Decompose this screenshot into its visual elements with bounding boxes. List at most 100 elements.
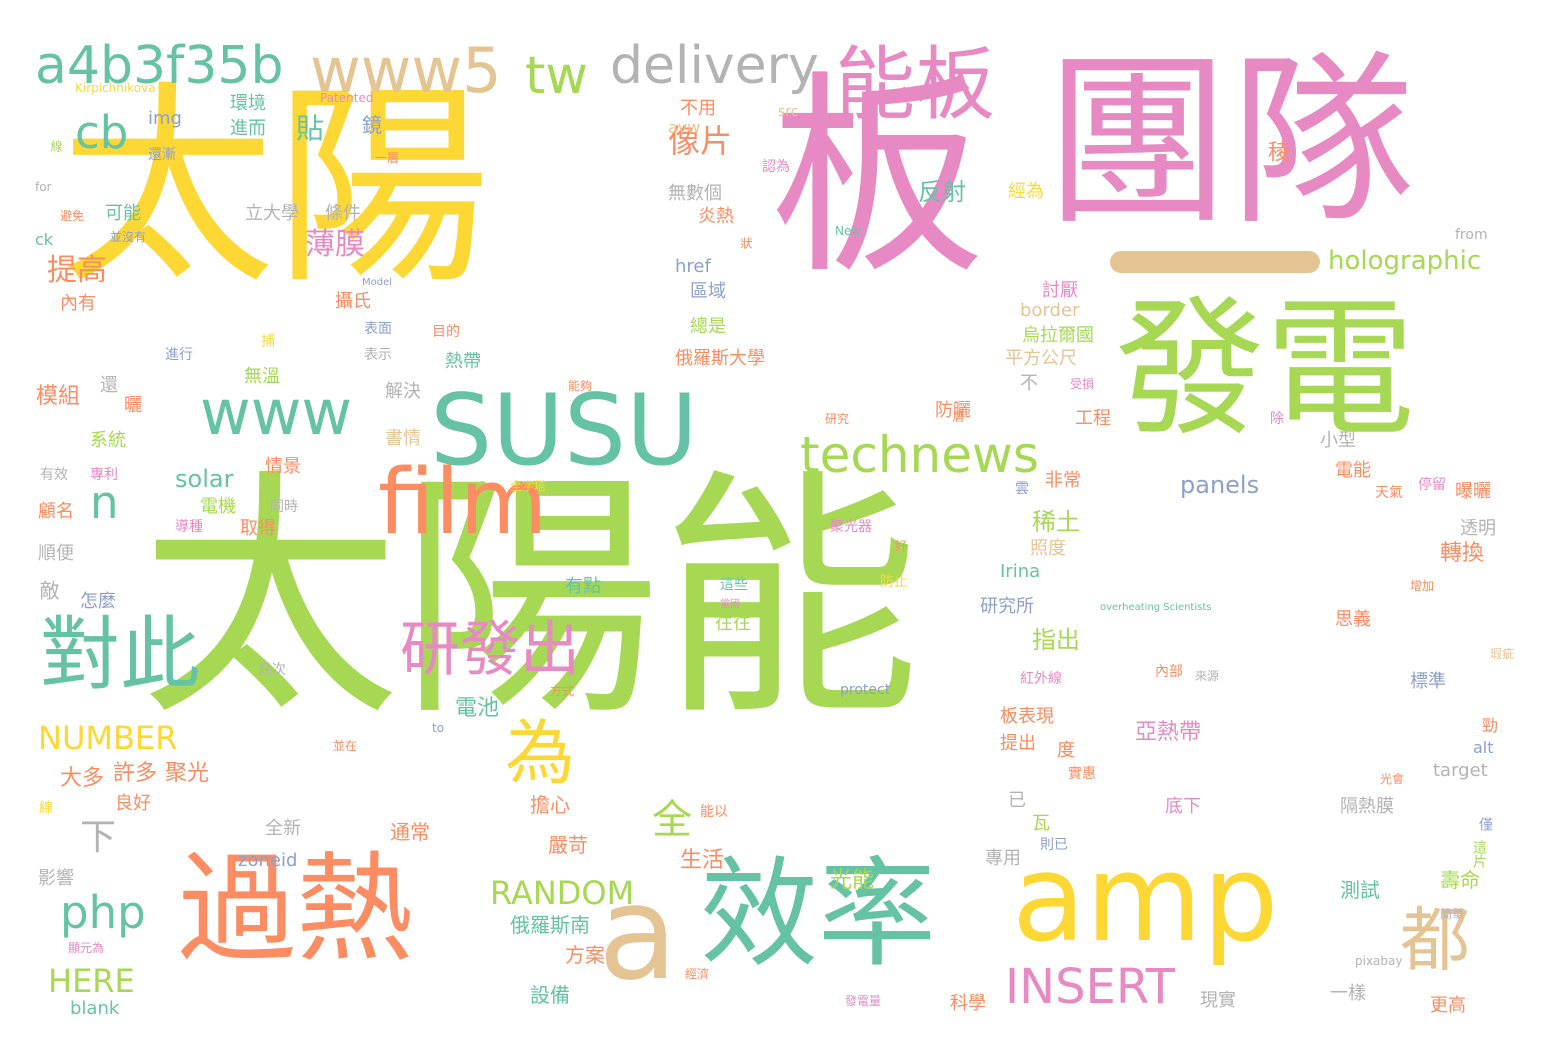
word-144: 不 — [1020, 373, 1038, 394]
word-33: holographic — [1328, 246, 1482, 276]
word-140: pixabay — [1355, 954, 1403, 968]
word-39: 稀土 — [1032, 508, 1080, 536]
word-137: protect — [840, 682, 891, 698]
word-172: 同時 — [270, 499, 298, 515]
word-105: 工程 — [1075, 408, 1111, 429]
word-160: 好 — [895, 539, 908, 553]
word-78: img — [148, 108, 182, 129]
word-179: 簡單 — [1440, 907, 1465, 921]
word-67: 情景 — [265, 456, 301, 477]
word-52: 俄羅斯南 — [510, 913, 590, 937]
word-29: 全 — [652, 797, 692, 843]
word-169: 幾次 — [258, 662, 286, 678]
word-51: 壽命 — [1440, 868, 1480, 892]
word-58: 全新 — [265, 818, 301, 839]
word-134: ck — [35, 230, 54, 249]
word-171: 顯元為 — [68, 941, 105, 955]
word-135: Model — [362, 277, 393, 288]
word-126: 停留 — [1418, 477, 1446, 493]
word-124: 電能 — [1335, 460, 1371, 481]
word-95: 總是 — [690, 316, 726, 337]
word-152: 來源 — [1195, 669, 1220, 683]
word-31: 薄膜 — [305, 227, 365, 262]
word-131: Kirpichnikova — [75, 81, 156, 95]
word-72: 解決 — [385, 381, 421, 402]
word-43: 轉換 — [1440, 541, 1485, 566]
word-163: 當國 — [720, 599, 740, 610]
word-36: 貼 — [296, 112, 325, 145]
word-176: 一層 — [375, 151, 400, 165]
word-70: 有點 — [565, 576, 601, 597]
word-25: HERE — [48, 962, 135, 1000]
word-91: 無數個 — [668, 183, 722, 204]
word-21: 都 — [1400, 899, 1470, 981]
word-22: INSERT — [1005, 959, 1176, 1015]
word-130: src — [778, 104, 799, 120]
word-136: New — [835, 224, 862, 238]
word-166: 經濟 — [685, 967, 710, 981]
word-173: 導種 — [175, 519, 203, 535]
word-114: 現實 — [1200, 990, 1236, 1011]
word-16: delivery — [610, 36, 819, 96]
word-115: 一樣 — [1330, 983, 1366, 1004]
word-128: target — [1433, 760, 1488, 781]
word-164: 聚光器 — [830, 519, 872, 535]
word-57: 通常 — [390, 820, 430, 844]
vertical-word-9: 這片 — [1471, 840, 1487, 868]
word-154: 瑕疵 — [1490, 647, 1515, 661]
word-69: 取得 — [240, 518, 276, 539]
word-151: 內部 — [1155, 664, 1183, 680]
word-5: 過熱 — [178, 840, 415, 978]
word-149: 則已 — [1040, 837, 1068, 853]
word-49: 光能 — [830, 868, 875, 893]
word-1: 太陽 — [60, 62, 490, 313]
vertical-word-6: 層 — [951, 410, 965, 422]
word-170: 並在 — [333, 739, 358, 753]
word-48: 生活 — [680, 848, 725, 873]
word-138: overheating Scientists — [1100, 602, 1212, 613]
word-99: 照度 — [1030, 538, 1066, 559]
word-107: 防曬 — [935, 400, 971, 421]
word-2: 板 — [770, 52, 985, 303]
word-177: 認為 — [762, 159, 790, 175]
word-118: 底下 — [1165, 796, 1201, 817]
word-96: 俄羅斯大學 — [675, 348, 765, 369]
word-92: 炎熱 — [698, 206, 734, 227]
word-110: 已 — [1008, 790, 1026, 811]
word-19: 研發出 — [400, 615, 580, 685]
word-174: 專利 — [90, 467, 118, 483]
word-165: 方式 — [550, 684, 575, 698]
vertical-word-0: 稜 — [1264, 140, 1289, 162]
word-76: 環境 — [230, 93, 266, 114]
word-98: Irina — [1000, 561, 1041, 582]
word-82: 鏡 — [362, 113, 382, 137]
word-87: 表示 — [364, 347, 392, 363]
word-27: cb — [75, 106, 129, 159]
vertical-word-7: 捕 — [259, 333, 275, 347]
word-141: 還漸 — [148, 147, 176, 163]
word-175: 有效 — [40, 467, 68, 483]
word-53: 方案 — [565, 943, 605, 967]
word-11: 對此 — [40, 608, 200, 701]
word-109: 提出 — [1000, 733, 1036, 754]
word-88: 進行 — [165, 347, 193, 363]
word-40: 模組 — [36, 384, 81, 409]
word-153: 增加 — [1410, 579, 1435, 593]
word-147: 度 — [1057, 740, 1075, 761]
word-37: 反射 — [918, 178, 966, 206]
word-161: 防止 — [880, 574, 908, 590]
vertical-word-8: 線 — [49, 140, 63, 152]
word-133: for — [35, 180, 52, 194]
word-111: 瓦 — [1032, 813, 1050, 834]
word-143: 避免 — [60, 209, 85, 223]
word-14: www5 — [310, 34, 502, 107]
word-101: 烏拉爾國 — [1022, 325, 1094, 346]
word-64: 順便 — [38, 543, 74, 564]
word-142: 並沒有 — [110, 230, 147, 244]
word-89: 不用 — [680, 98, 716, 119]
word-119: 標準 — [1410, 671, 1446, 692]
word-139: to — [432, 721, 445, 735]
word-97: 研究所 — [980, 596, 1034, 617]
word-157: 能以 — [700, 804, 728, 820]
word-61: 影響 — [38, 868, 74, 889]
